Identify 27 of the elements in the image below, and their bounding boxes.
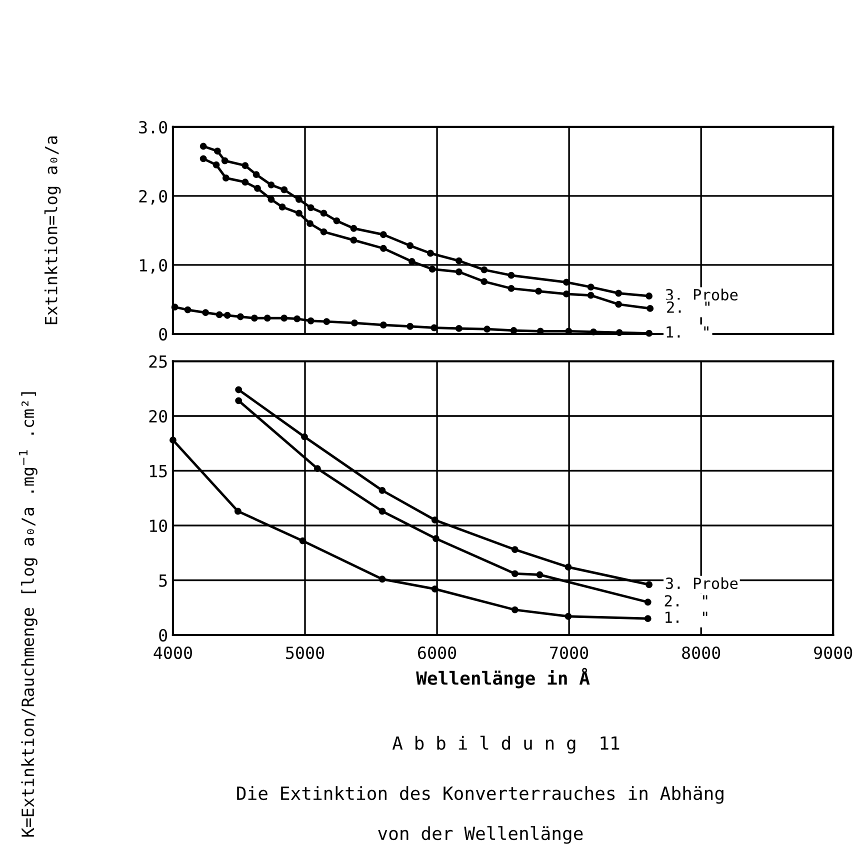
x-tick-label: 4000 — [154, 646, 192, 660]
x-tick-label: 6000 — [418, 646, 456, 660]
y-tick-label: 3.0 — [139, 120, 168, 134]
x-tick-label: 5000 — [286, 646, 324, 660]
series-label: 3. Probe — [666, 577, 738, 590]
y-tick-label: 20 — [149, 410, 168, 423]
text: Die Extinktion des Konverterrauches in Abhäng — [237, 786, 724, 804]
text: A b b i l d u n g 11 — [392, 736, 620, 754]
y-axis-title: Extinktion=log a₀/a — [44, 136, 61, 324]
y-tick-label: 5 — [159, 574, 167, 587]
series-label: 1. " — [666, 612, 708, 623]
x-axis-title: Wellenlänge in Å — [416, 668, 590, 688]
x-tick-label: 9000 — [814, 646, 852, 660]
x-tick-label: 7000 — [550, 646, 588, 660]
series-label: 2. " — [667, 301, 710, 313]
x-tick-label: 8000 — [682, 646, 720, 660]
y-tick-label: 0 — [159, 629, 168, 642]
text: von der Wellenlänge — [378, 826, 583, 844]
series-label: 1. " — [666, 326, 708, 338]
y-tick-label: 2,0 — [139, 190, 168, 205]
y-tick-label: 1,0 — [140, 258, 168, 274]
y-tick-label: 25 — [149, 355, 167, 368]
text: K=Extinktion/Rauchmenge [log a₀/a .mg$^{−1}$ .cm²] — [18, 392, 38, 837]
y-tick-label: 0 — [159, 328, 168, 341]
series-label: 2. " — [664, 595, 708, 606]
y-tick-label: 10 — [150, 520, 168, 532]
y-tick-label: 15 — [150, 464, 167, 478]
